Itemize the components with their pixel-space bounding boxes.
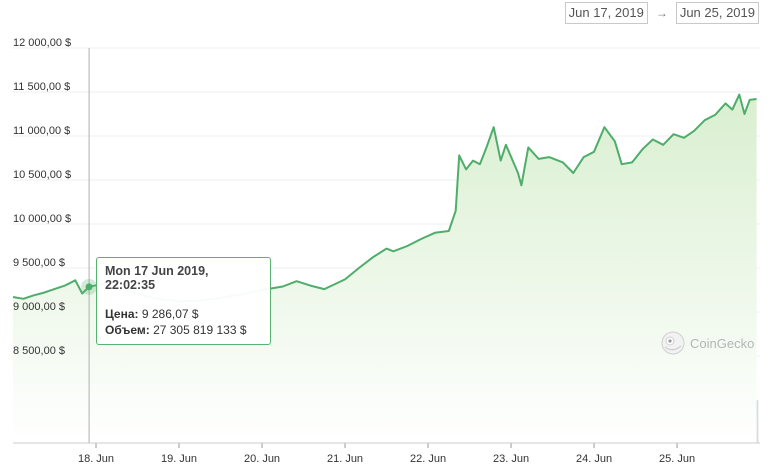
arrow-right-icon: → (655, 6, 668, 20)
y-tick-label: 8 500,00 $ (13, 345, 65, 357)
gecko-logo-icon (661, 331, 685, 355)
tooltip-price-row: Цена: 9 286,07 $ (105, 306, 262, 322)
y-tick-label: 9 500,00 $ (13, 257, 65, 269)
y-axis: 8 500,00 $ 9 000,00 $ 9 500,00 $ 10 000,00 … (13, 37, 71, 357)
tooltip: Mon 17 Jun 2019, 22:02:35 Цена: 9 286,07… (96, 257, 271, 345)
y-tick-label: 11 000,00 $ (13, 125, 70, 137)
y-tick-label: 10 500,00 $ (13, 169, 71, 181)
tooltip-volume-label: Объем: (105, 323, 150, 337)
x-tick-label: 24. Jun (576, 453, 612, 465)
x-tick-label: 21. Jun (327, 453, 363, 465)
coingecko-brand: CoinGecko (661, 331, 754, 355)
x-tick-label: 23. Jun (493, 453, 529, 465)
date-range: Jun 17, 2019 → Jun 25, 2019 (564, 0, 759, 26)
volume-bar (755, 400, 759, 443)
y-tick-label: 9 000,00 $ (13, 301, 65, 313)
x-tick-label: 20. Jun (244, 453, 280, 465)
tooltip-timestamp: Mon 17 Jun 2019, 22:02:35 (105, 264, 209, 292)
x-tick-label: 25. Jun (659, 453, 695, 465)
tooltip-volume-row: Объем: 27 305 819 133 $ (105, 322, 262, 338)
x-tick-label: 18. Jun (78, 453, 114, 465)
hover-point[interactable] (85, 283, 93, 291)
tooltip-price-label: Цена: (105, 307, 139, 321)
y-tick-label: 12 000,00 $ (13, 37, 71, 49)
date-range-end-input[interactable]: Jun 25, 2019 (675, 2, 759, 24)
brand-name: CoinGecko (690, 335, 755, 351)
y-tick-label: 11 500,00 $ (13, 81, 70, 93)
x-tick-label: 19. Jun (161, 453, 197, 465)
y-tick-label: 10 000,00 $ (13, 213, 71, 225)
x-axis: 18. Jun 19. Jun 20. Jun 21. Jun 22. Jun 23. J… (13, 442, 760, 465)
tooltip-price-value: 9 286,07 $ (141, 307, 199, 321)
x-tick-label: 22. Jun (410, 453, 446, 465)
date-range-start-input[interactable]: Jun 17, 2019 (564, 2, 648, 24)
tooltip-volume-value: 27 305 819 133 $ (153, 323, 247, 337)
price-area (13, 94, 757, 443)
